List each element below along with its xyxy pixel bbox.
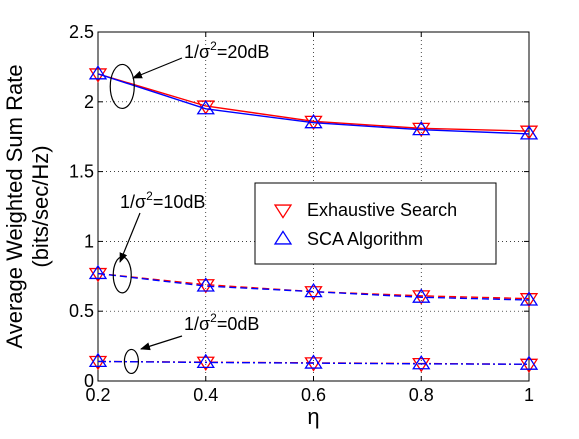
series-1 (88, 65, 539, 140)
data-point (304, 354, 323, 369)
y-tick-label: 2.5 (69, 22, 94, 42)
annotation-label: 1/σ2=20dB (184, 39, 269, 62)
annotation-1: 1/σ2=10dB (112, 189, 205, 294)
data-point (196, 99, 215, 115)
x-tick-label: 0.4 (193, 385, 218, 405)
data-point (88, 264, 108, 280)
series-line (97, 73, 530, 135)
series-5 (88, 352, 539, 370)
y-tick-label: 1.5 (69, 162, 94, 182)
annotation-2: 1/σ2=0dB (123, 311, 259, 375)
data-point (304, 282, 323, 298)
legend-box (254, 182, 497, 265)
series-line (97, 73, 530, 132)
data-point (88, 352, 108, 368)
data-point (412, 355, 431, 370)
annotation-label: 1/σ2=0dB (184, 311, 259, 334)
data-point (196, 353, 215, 369)
legend-marker (273, 204, 293, 219)
annotation-ellipse (123, 348, 140, 375)
series-line (97, 272, 530, 301)
annotation-ellipse (109, 63, 135, 110)
data-point (412, 357, 431, 373)
x-tick-label: 0.6 (301, 385, 326, 405)
x-tick-label: 0.2 (85, 385, 110, 405)
series-group (88, 65, 539, 374)
x-tick-label: 0.8 (409, 385, 434, 405)
legend-marker (273, 230, 293, 245)
data-point (88, 267, 108, 283)
annotation-arrow (140, 335, 183, 351)
data-point (519, 125, 539, 140)
x-tick-label: 1 (524, 385, 534, 405)
series-line (97, 272, 530, 300)
data-point (304, 286, 323, 301)
y-tick-label: 2 (84, 92, 94, 112)
y-tick-label: 0.5 (69, 301, 94, 321)
data-point (196, 277, 215, 292)
data-point (519, 355, 539, 370)
annotation-0: 1/σ2=20dB (109, 39, 269, 110)
legend-label: SCA Algorithm (307, 229, 423, 249)
data-point (412, 288, 431, 303)
legend-label: Exhaustive Search (307, 200, 457, 220)
data-point (519, 293, 539, 308)
data-point (519, 358, 539, 374)
annotation-label: 1/σ2=10dB (120, 189, 205, 212)
axis-ticks: 0.2 0.4 0.6 0.8 1 0 0.5 1 1.5 2 2.5 (69, 22, 534, 405)
annotation-arrow (119, 212, 141, 263)
series-line (97, 360, 530, 365)
data-point (88, 355, 108, 371)
annotation-arrow (132, 57, 183, 79)
y-tick-label: 1 (84, 231, 94, 251)
legend: Exhaustive Search SCA Algorithm (254, 182, 497, 265)
y-tick-label: 0 (84, 371, 94, 391)
y-axis-unit: (bits/sec/Hz) (28, 145, 53, 267)
data-point (519, 291, 539, 306)
annotations: 1/σ2=20dB 1/σ2=10dB 1/σ2=0dB (109, 39, 269, 375)
x-axis-title: η (307, 404, 319, 429)
data-point (304, 357, 323, 372)
series-3 (88, 264, 539, 306)
data-point (412, 120, 431, 136)
data-point (196, 356, 215, 371)
data-point (88, 65, 108, 80)
data-point (304, 113, 323, 129)
y-axis-title: Average Weighted Sum Rate (2, 64, 27, 348)
